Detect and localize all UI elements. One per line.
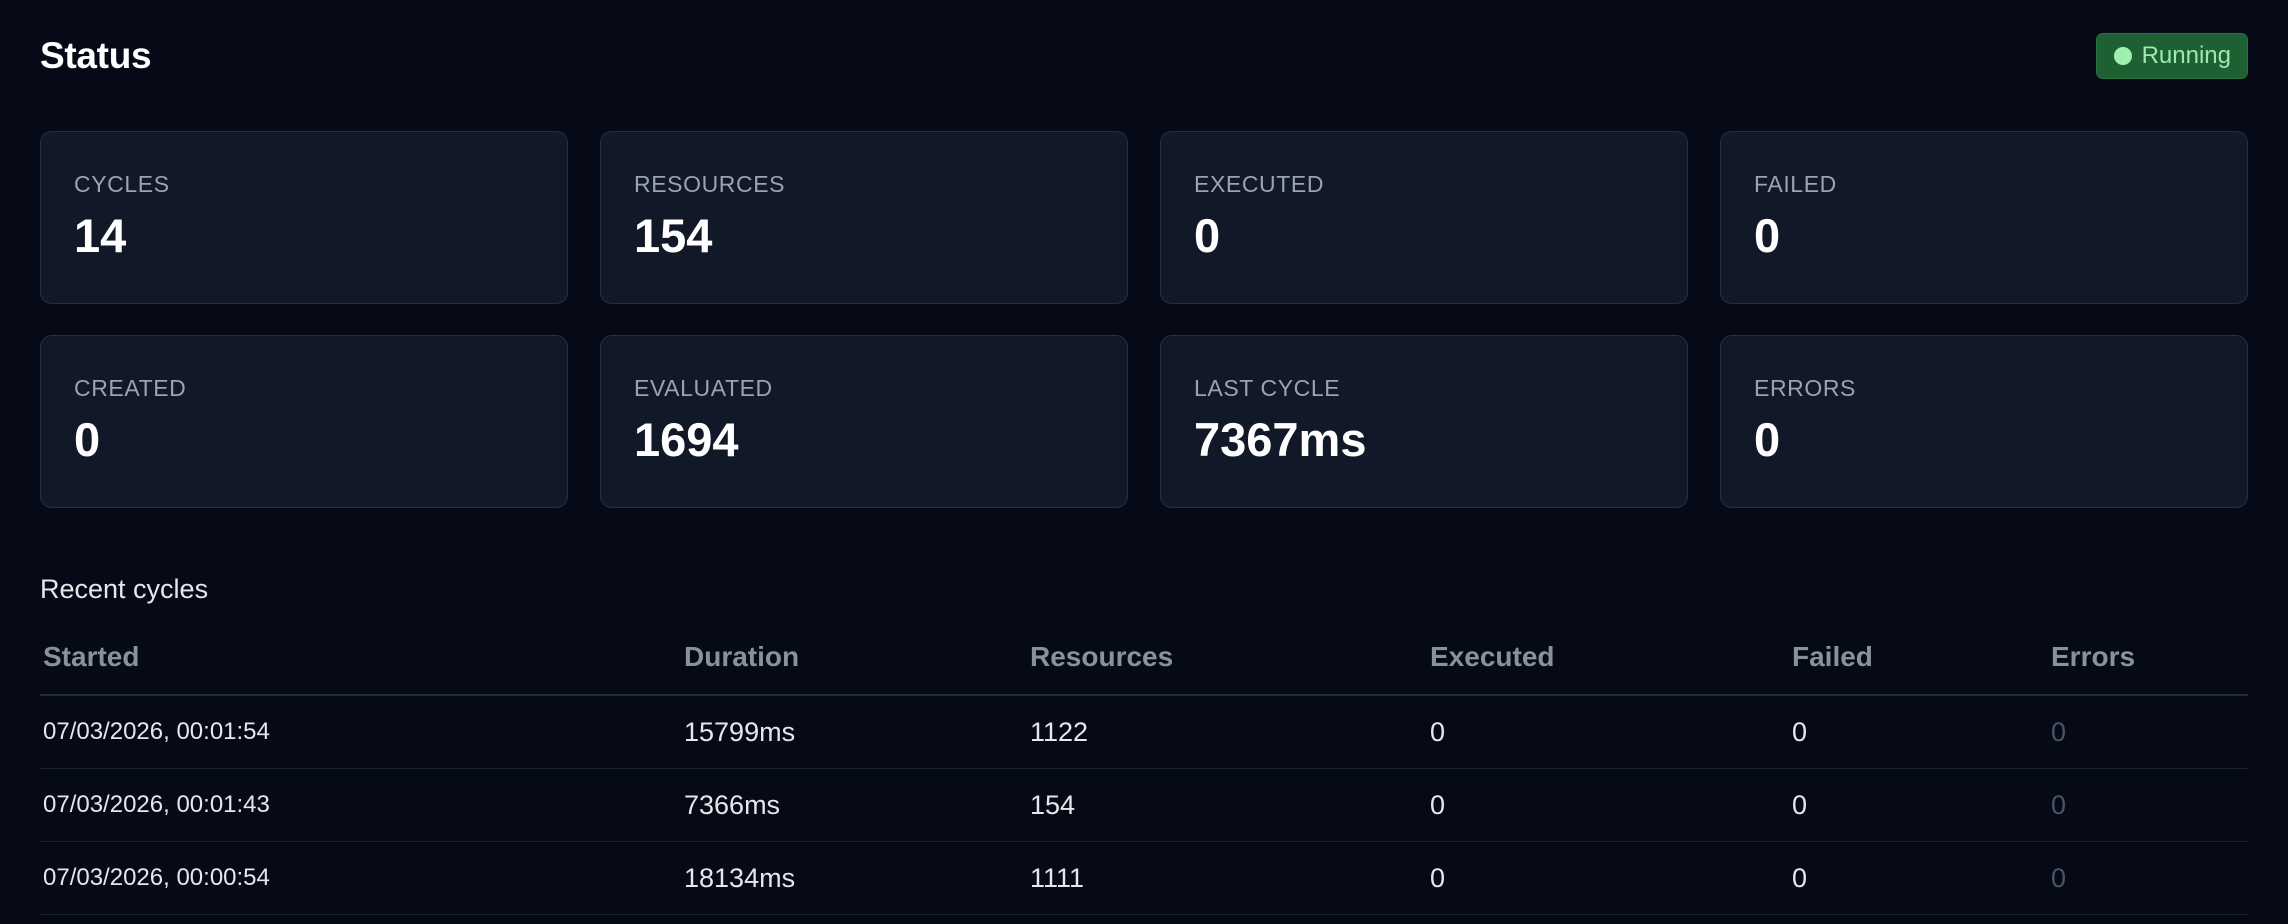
cell-started: 07/03/2026, 00:01:43: [40, 768, 681, 842]
stat-card-cycles: CYCLES 14: [40, 131, 568, 304]
stat-card-last-cycle: LAST CYCLE 7367ms: [1160, 335, 1688, 508]
stat-value: 154: [634, 209, 713, 262]
cell-executed: 0: [1427, 841, 1789, 915]
stat-value: 0: [74, 413, 101, 466]
cell-started: 07/03/2026, 00:00:54: [40, 841, 681, 915]
stat-label: EVALUATED: [634, 375, 773, 401]
stat-card-executed: EXECUTED 0: [1160, 131, 1688, 304]
stat-label: CYCLES: [74, 171, 170, 197]
cell-duration: 18134ms: [681, 841, 1027, 915]
stat-card-errors: ERRORS 0: [1720, 335, 2248, 508]
stat-label: LAST CYCLE: [1194, 375, 1341, 401]
stat-card-evaluated: EVALUATED 1694: [600, 335, 1128, 508]
column-header-executed: Executed: [1427, 620, 1789, 696]
table-row: 07/03/2026, 00:01:43 7366ms 154 0 0 0: [40, 768, 2248, 842]
stat-value: 14: [74, 209, 127, 262]
cell-errors: 0: [2048, 768, 2248, 842]
stat-label: RESOURCES: [634, 171, 786, 197]
table-row: 07/03/2026, 00:01:54 15799ms 1122 0 0 0: [40, 695, 2248, 769]
recent-cycles-title: Recent cycles: [40, 574, 209, 604]
cell-failed: 0: [1789, 695, 2048, 769]
stat-value: 0: [1194, 209, 1221, 262]
table-body: 07/03/2026, 00:01:54 15799ms 1122 0 0 0 …: [40, 695, 2248, 915]
stat-card-created: CREATED 0: [40, 335, 568, 508]
stat-value: 7367ms: [1194, 413, 1367, 466]
cell-duration: 7366ms: [681, 768, 1027, 842]
table-row: 07/03/2026, 00:00:54 18134ms 1111 0 0 0: [40, 841, 2248, 915]
column-header-failed: Failed: [1789, 620, 2048, 696]
page-title: Status: [40, 35, 152, 76]
status-dot-icon: [2113, 47, 2132, 65]
page-header: Status Running: [40, 30, 2248, 82]
cell-started: 07/03/2026, 00:01:54: [40, 695, 681, 769]
cell-duration: 15799ms: [681, 695, 1027, 769]
stat-card-failed: FAILED 0: [1720, 131, 2248, 304]
stat-label: EXECUTED: [1194, 171, 1325, 197]
column-header-errors: Errors: [2048, 620, 2248, 696]
stat-label: FAILED: [1754, 171, 1837, 197]
stat-label: ERRORS: [1754, 375, 1857, 401]
column-header-resources: Resources: [1027, 620, 1427, 696]
stat-value: 0: [1754, 413, 1781, 466]
cell-resources: 1122: [1027, 695, 1427, 769]
cell-executed: 0: [1427, 768, 1789, 842]
stat-value: 1694: [634, 413, 739, 466]
column-header-duration: Duration: [681, 620, 1027, 696]
stat-value: 0: [1754, 209, 1781, 262]
stats-grid: CYCLES 14 RESOURCES 154 EXECUTED 0 FAILE…: [40, 131, 2248, 508]
column-header-started: Started: [40, 620, 681, 696]
stat-card-resources: RESOURCES 154: [600, 131, 1128, 304]
cell-errors: 0: [2048, 841, 2248, 915]
cell-errors: 0: [2048, 695, 2248, 769]
status-badge: Running: [2095, 33, 2248, 79]
cell-failed: 0: [1789, 768, 2048, 842]
stat-label: CREATED: [74, 375, 187, 401]
cell-resources: 1111: [1027, 841, 1427, 915]
recent-cycles-table: Started Duration Resources Executed Fail…: [40, 620, 2248, 915]
table-header: Started Duration Resources Executed Fail…: [40, 620, 2248, 696]
cell-resources: 154: [1027, 768, 1427, 842]
status-badge-label: Running: [2141, 42, 2231, 69]
cell-executed: 0: [1427, 695, 1789, 769]
table-header-row: Started Duration Resources Executed Fail…: [40, 620, 2248, 696]
cell-failed: 0: [1789, 841, 2048, 915]
